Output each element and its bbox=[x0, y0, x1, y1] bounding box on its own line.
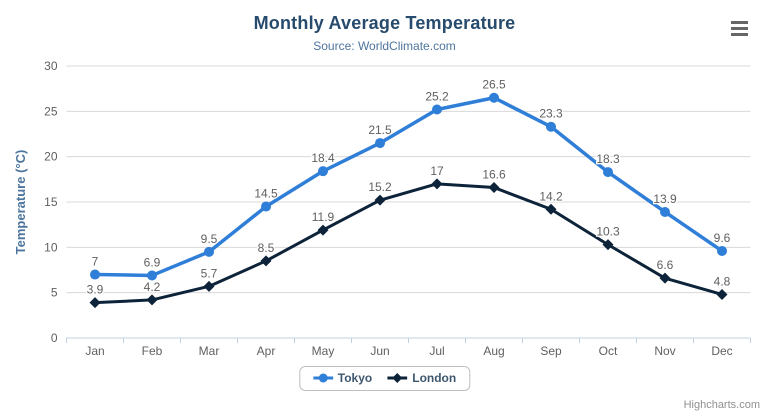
legend-item-tokyo[interactable]: Tokyo bbox=[312, 371, 373, 385]
point-label-london-jun: 15.2 bbox=[368, 180, 392, 194]
y-axis-tick-label: 5 bbox=[51, 286, 58, 300]
y-axis-tick-label: 20 bbox=[44, 150, 58, 164]
point-tokyo-oct[interactable] bbox=[603, 167, 613, 178]
x-axis-label: Jul bbox=[429, 344, 444, 358]
point-tokyo-apr[interactable] bbox=[261, 201, 271, 212]
point-label-tokyo-feb: 6.9 bbox=[144, 255, 161, 269]
credits-link[interactable]: Highcharts.com bbox=[683, 399, 760, 411]
point-london-feb[interactable] bbox=[146, 294, 158, 306]
point-label-london-dec: 4.8 bbox=[714, 274, 731, 288]
legend-label-london: London bbox=[412, 371, 457, 385]
point-tokyo-aug[interactable] bbox=[489, 92, 499, 103]
point-label-tokyo-nov: 13.9 bbox=[653, 192, 677, 206]
point-tokyo-jul[interactable] bbox=[432, 104, 442, 115]
point-tokyo-may[interactable] bbox=[318, 166, 328, 177]
point-tokyo-mar[interactable] bbox=[204, 246, 214, 257]
x-axis-label: Sep bbox=[540, 344, 562, 358]
point-london-oct[interactable] bbox=[602, 239, 614, 251]
y-axis-tick-label: 0 bbox=[51, 331, 58, 345]
hamburger-icon bbox=[730, 20, 748, 36]
point-label-london-aug: 16.6 bbox=[482, 167, 506, 181]
point-london-dec[interactable] bbox=[716, 288, 728, 300]
point-label-tokyo-sep: 23.3 bbox=[539, 107, 563, 121]
chart-context-menu-button[interactable] bbox=[727, 17, 751, 39]
point-label-london-jan: 3.9 bbox=[87, 283, 104, 297]
legend-label-tokyo: Tokyo bbox=[337, 371, 373, 385]
x-axis-label: Feb bbox=[142, 344, 163, 358]
point-label-london-oct: 10.3 bbox=[596, 225, 620, 239]
x-axis-label: Jan bbox=[85, 344, 104, 358]
point-london-jan[interactable] bbox=[89, 297, 101, 309]
point-tokyo-sep[interactable] bbox=[546, 121, 556, 132]
series-line-tokyo[interactable] bbox=[93, 95, 724, 278]
x-axis-label: Nov bbox=[654, 344, 675, 358]
point-tokyo-nov[interactable] bbox=[660, 206, 670, 217]
point-label-london-mar: 5.7 bbox=[201, 266, 218, 280]
point-london-sep[interactable] bbox=[545, 203, 557, 215]
point-label-london-apr: 8.5 bbox=[258, 241, 275, 255]
point-london-jun[interactable] bbox=[374, 194, 386, 206]
chart-subtitle: Source: WorldClimate.com bbox=[313, 39, 456, 53]
point-label-london-sep: 14.2 bbox=[539, 189, 563, 203]
point-label-tokyo-jun: 21.5 bbox=[368, 123, 392, 137]
point-london-aug[interactable] bbox=[488, 181, 500, 193]
chart-title: Monthly Average Temperature bbox=[253, 13, 516, 33]
x-axis-label: Jun bbox=[370, 344, 389, 358]
x-axis-label: Oct bbox=[599, 344, 618, 358]
point-tokyo-jun[interactable] bbox=[375, 138, 385, 149]
point-label-london-nov: 6.6 bbox=[657, 258, 674, 272]
point-label-tokyo-apr: 14.5 bbox=[254, 187, 278, 201]
x-axis-label: Aug bbox=[483, 344, 504, 358]
x-axis-label: Dec bbox=[711, 344, 732, 358]
legend: Tokyo London bbox=[298, 366, 471, 391]
y-axis-title: Temperature (°C) bbox=[13, 150, 28, 255]
point-tokyo-dec[interactable] bbox=[717, 245, 727, 256]
point-london-apr[interactable] bbox=[260, 255, 272, 267]
point-label-london-may: 11.9 bbox=[312, 210, 335, 224]
point-london-nov[interactable] bbox=[659, 272, 671, 284]
point-london-jul[interactable] bbox=[431, 178, 443, 190]
legend-marker-london bbox=[387, 373, 408, 383]
point-label-tokyo-dec: 9.6 bbox=[714, 231, 731, 245]
point-label-tokyo-jan: 7 bbox=[92, 255, 99, 269]
point-tokyo-feb[interactable] bbox=[147, 270, 157, 281]
series-line-london[interactable] bbox=[93, 182, 724, 305]
point-label-tokyo-oct: 18.3 bbox=[596, 152, 620, 166]
point-label-tokyo-aug: 26.5 bbox=[482, 78, 506, 92]
legend-marker-tokyo bbox=[312, 373, 333, 383]
y-axis-tick-label: 25 bbox=[44, 104, 58, 118]
point-label-london-jul: 17 bbox=[430, 164, 444, 178]
x-axis-label: Mar bbox=[199, 344, 220, 358]
y-axis-tick-label: 30 bbox=[44, 59, 58, 73]
point-label-tokyo-mar: 9.5 bbox=[201, 232, 218, 246]
point-tokyo-jan[interactable] bbox=[90, 269, 100, 280]
point-london-may[interactable] bbox=[317, 224, 329, 236]
x-axis-label: May bbox=[312, 344, 335, 358]
x-axis-label: Apr bbox=[257, 344, 276, 358]
y-axis-tick-label: 10 bbox=[44, 240, 58, 254]
legend-item-london[interactable]: London bbox=[387, 371, 456, 385]
point-label-london-feb: 4.2 bbox=[144, 280, 161, 294]
point-label-tokyo-may: 18.4 bbox=[311, 151, 335, 165]
point-label-tokyo-jul: 25.2 bbox=[425, 90, 449, 104]
y-axis-tick-label: 15 bbox=[44, 195, 58, 209]
point-london-mar[interactable] bbox=[203, 280, 215, 292]
